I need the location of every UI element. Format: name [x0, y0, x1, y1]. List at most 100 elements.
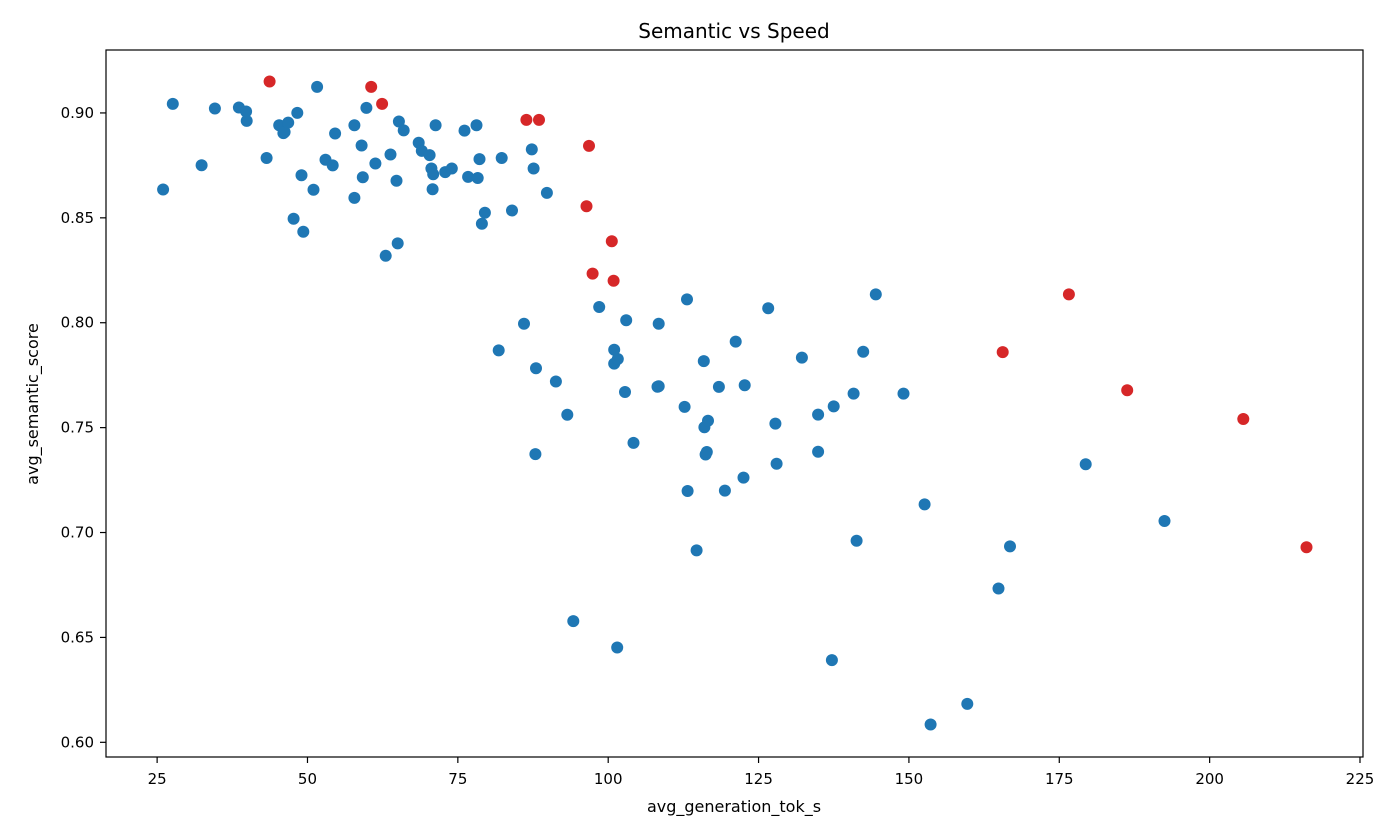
- data-point: [495, 152, 508, 164]
- x-tick-label: 25: [148, 770, 167, 788]
- y-tick-label: 0.90: [61, 104, 94, 122]
- y-tick-label: 0.85: [61, 209, 94, 227]
- data-point: [608, 343, 621, 356]
- data-point: [369, 157, 382, 170]
- data-point: [540, 186, 553, 199]
- data-point: [307, 183, 320, 196]
- data-point: [652, 317, 665, 330]
- data-point: [397, 124, 410, 137]
- data-point: [240, 105, 253, 118]
- data-point: [1004, 540, 1016, 553]
- data-point: [762, 302, 775, 315]
- data-point: [869, 288, 882, 301]
- x-axis: 25 50 75 100 125 150 175 200 225: [148, 757, 1375, 788]
- data-point: [492, 344, 505, 357]
- x-tick-label: 200: [1195, 770, 1224, 788]
- data-point: [897, 387, 910, 400]
- data-point: [518, 317, 530, 330]
- data-point: [295, 169, 308, 182]
- y-axis: 0.60 0.65 0.70 0.75 0.80 0.85 0.90: [61, 104, 106, 751]
- data-point: [506, 204, 518, 217]
- data-point: [605, 235, 618, 248]
- x-tick-label: 75: [448, 770, 467, 788]
- data-point: [737, 471, 750, 484]
- data-point: [857, 345, 870, 358]
- data-point: [690, 544, 703, 557]
- data-point: [376, 97, 389, 110]
- data-point: [429, 119, 442, 132]
- data-point: [924, 718, 937, 731]
- data-point: [260, 152, 273, 164]
- data-point: [282, 116, 295, 129]
- data-point: [355, 139, 368, 152]
- data-point: [208, 102, 221, 115]
- data-point: [326, 159, 339, 172]
- y-tick-label: 0.80: [61, 314, 94, 332]
- data-point: [681, 293, 693, 306]
- data-point: [527, 162, 540, 175]
- data-point: [583, 139, 595, 152]
- plot-frame: [105, 49, 1364, 758]
- data-point: [427, 168, 440, 181]
- data-point: [462, 170, 475, 183]
- data-point: [291, 106, 304, 119]
- data-point: [561, 408, 574, 421]
- data-point: [702, 414, 714, 427]
- data-point: [278, 126, 291, 138]
- data-point: [770, 457, 783, 470]
- data-point: [611, 641, 624, 654]
- data-point: [1121, 384, 1134, 397]
- data-point: [533, 113, 545, 126]
- data-point: [847, 387, 860, 400]
- data-point: [812, 408, 825, 421]
- data-point: [263, 75, 276, 88]
- data-point: [992, 582, 1005, 595]
- data-point: [311, 80, 324, 93]
- data-point: [473, 153, 486, 166]
- data-point: [825, 654, 838, 667]
- data-point: [478, 206, 491, 219]
- data-point: [475, 217, 488, 230]
- data-point: [529, 448, 542, 461]
- data-point: [470, 119, 483, 132]
- data-point: [769, 417, 782, 430]
- x-tick-label: 100: [594, 770, 623, 788]
- data-point: [700, 446, 713, 458]
- y-tick-label: 0.75: [61, 419, 94, 437]
- data-point: [530, 362, 542, 375]
- data-point: [166, 97, 179, 110]
- data-point: [678, 400, 691, 413]
- data-point: [445, 162, 458, 175]
- data-point: [627, 436, 640, 449]
- data-point: [738, 379, 751, 392]
- x-tick-label: 225: [1346, 770, 1375, 788]
- data-point: [611, 353, 624, 365]
- data-point: [607, 274, 620, 287]
- data-point: [240, 114, 253, 127]
- data-point: [918, 498, 931, 511]
- data-point: [652, 380, 665, 393]
- data-point: [520, 113, 533, 126]
- data-point: [360, 101, 373, 114]
- x-tick-label: 150: [895, 770, 924, 788]
- x-tick-label: 175: [1045, 770, 1074, 788]
- x-tick-label: 50: [298, 770, 317, 788]
- data-point: [812, 445, 825, 458]
- data-point: [458, 124, 471, 137]
- data-point: [1237, 413, 1250, 425]
- chart-title: Semantic vs Speed: [638, 19, 829, 43]
- data-point: [586, 267, 599, 280]
- data-point: [620, 314, 633, 327]
- data-point: [287, 212, 300, 225]
- data-point: [348, 119, 361, 132]
- data-point: [681, 485, 694, 497]
- data-point: [549, 375, 562, 388]
- data-point: [391, 237, 404, 250]
- data-point: [1079, 458, 1092, 471]
- data-point: [525, 143, 538, 156]
- data-point: [961, 697, 974, 710]
- data-point: [365, 80, 378, 93]
- x-axis-label: avg_generation_tok_s: [647, 797, 821, 817]
